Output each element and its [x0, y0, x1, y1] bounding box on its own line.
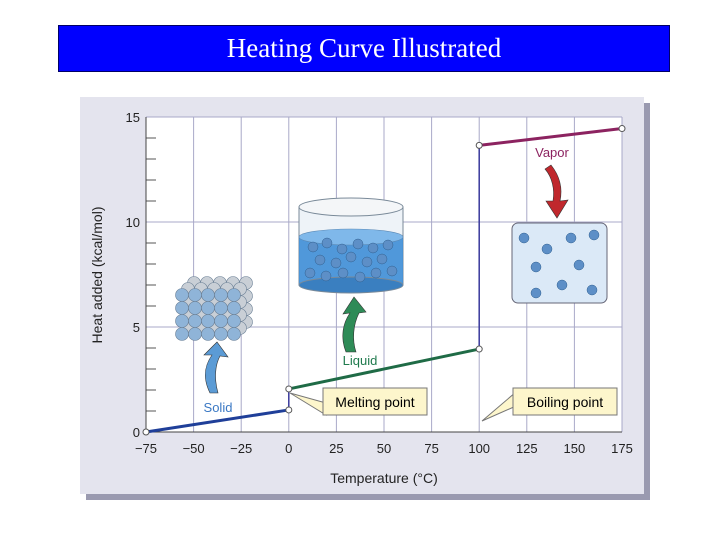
solid-molecule: [214, 301, 228, 315]
y-tick-label: 5: [133, 320, 140, 335]
x-tick-label: 125: [516, 441, 538, 456]
data-point-marker: [475, 141, 483, 149]
vapor-molecule: [541, 243, 553, 255]
melting-point-callout: Melting point: [289, 387, 428, 416]
slide-title: Heating Curve Illustrated: [226, 33, 502, 63]
solid-molecule: [188, 314, 202, 328]
liquid-molecule: [386, 265, 398, 277]
data-point-marker: [285, 385, 293, 393]
melting-point-label: Melting point: [335, 394, 414, 410]
x-tick-label: 0: [285, 441, 292, 456]
liquid-molecule: [370, 267, 382, 279]
solid-molecule: [175, 327, 189, 341]
liquid-molecule: [320, 270, 332, 282]
liquid-molecule: [376, 253, 388, 265]
y-axis-title: Heat added (kcal/mol): [89, 207, 105, 344]
x-tick-label: 175: [611, 441, 633, 456]
beaker-rim: [298, 197, 404, 217]
liquid-molecule: [382, 239, 394, 251]
vapor-molecule: [530, 287, 542, 299]
solid-molecule: [201, 314, 215, 328]
heating-curve-chart: −75 −50 −25 0 25 50 75 100 125 150 175 0 5 10 15 Melti…: [80, 97, 650, 500]
liquid-molecule: [361, 256, 373, 268]
liquid-molecule: [367, 242, 379, 254]
vapor-molecule: [530, 261, 542, 273]
x-tick-label: −75: [135, 441, 157, 456]
data-point-marker: [618, 125, 626, 133]
series-line-4: [479, 127, 623, 147]
solid-molecule: [188, 301, 202, 315]
slide-title-bar: Heating Curve Illustrated: [58, 25, 670, 72]
data-point-marker: [142, 428, 150, 436]
solid-molecule: [214, 314, 228, 328]
y-tick-label: 15: [126, 110, 140, 125]
liquid-molecule: [352, 238, 364, 250]
liquid-molecule: [321, 237, 333, 249]
vapor-molecule: [556, 279, 568, 291]
series-line-0: [145, 408, 290, 434]
vapor-arrow: [544, 164, 569, 219]
liquid-molecule: [337, 267, 349, 279]
solid-molecule: [188, 327, 202, 341]
vapor-molecule: [565, 232, 577, 244]
beaker-bottom: [298, 276, 404, 294]
boiling-point-label: Boiling point: [527, 394, 603, 410]
solid-molecule: [201, 327, 215, 341]
liquid-molecule: [314, 254, 326, 266]
solid-arrow: [203, 341, 229, 394]
vapor-molecule: [573, 259, 585, 271]
liquid-molecule: [304, 267, 316, 279]
x-tick-label: 150: [564, 441, 586, 456]
solid-molecule: [227, 301, 241, 315]
liquid-arrow: [342, 296, 367, 353]
liquid-label: Liquid: [343, 353, 378, 368]
solid-molecule: [175, 301, 189, 315]
solid-molecule: [227, 327, 241, 341]
boiling-point-callout: Boiling point: [481, 387, 618, 422]
solid-molecule: [227, 314, 241, 328]
ticks-layer: −75 −50 −25 0 25 50 75 100 125 150 175 0 5 10 15: [126, 110, 633, 456]
vapor-label: Vapor: [535, 145, 569, 160]
markers-layer: [142, 125, 626, 436]
vapor-molecule: [586, 284, 598, 296]
x-tick-label: 25: [329, 441, 343, 456]
data-point-marker: [475, 345, 483, 353]
chart-svg: −75 −50 −25 0 25 50 75 100 125 150 175 0 5 10 15 Melti…: [80, 97, 650, 500]
solid-molecule: [201, 288, 215, 302]
x-axis-title: Temperature (°C): [330, 470, 438, 486]
x-tick-label: −25: [230, 441, 252, 456]
solid-molecule: [214, 327, 228, 341]
vapor-molecule: [518, 232, 530, 244]
solid-cube-illustration: [175, 276, 253, 341]
solid-molecule: [188, 288, 202, 302]
liquid-beaker-illustration: [298, 197, 404, 294]
y-tick-label: 0: [133, 425, 140, 440]
series-line-2: [288, 347, 480, 391]
liquid-molecule: [345, 251, 357, 263]
solid-molecule: [227, 288, 241, 302]
liquid-molecule: [354, 271, 366, 283]
vapor-container: [511, 222, 608, 304]
y-tick-label: 10: [126, 215, 140, 230]
series-layer: [145, 127, 623, 434]
liquid-molecule: [330, 257, 342, 269]
x-tick-label: −50: [183, 441, 205, 456]
x-tick-label: 75: [424, 441, 438, 456]
liquid-molecule: [336, 243, 348, 255]
solid-molecule: [175, 314, 189, 328]
data-point-marker: [285, 406, 293, 414]
vapor-molecule: [588, 229, 600, 241]
x-tick-label: 50: [377, 441, 391, 456]
vapor-box-illustration: [511, 222, 608, 304]
solid-molecule: [214, 288, 228, 302]
solid-label: Solid: [204, 400, 233, 415]
x-tick-label: 100: [468, 441, 490, 456]
solid-molecule: [201, 301, 215, 315]
solid-molecule: [175, 288, 189, 302]
liquid-molecule: [307, 241, 319, 253]
